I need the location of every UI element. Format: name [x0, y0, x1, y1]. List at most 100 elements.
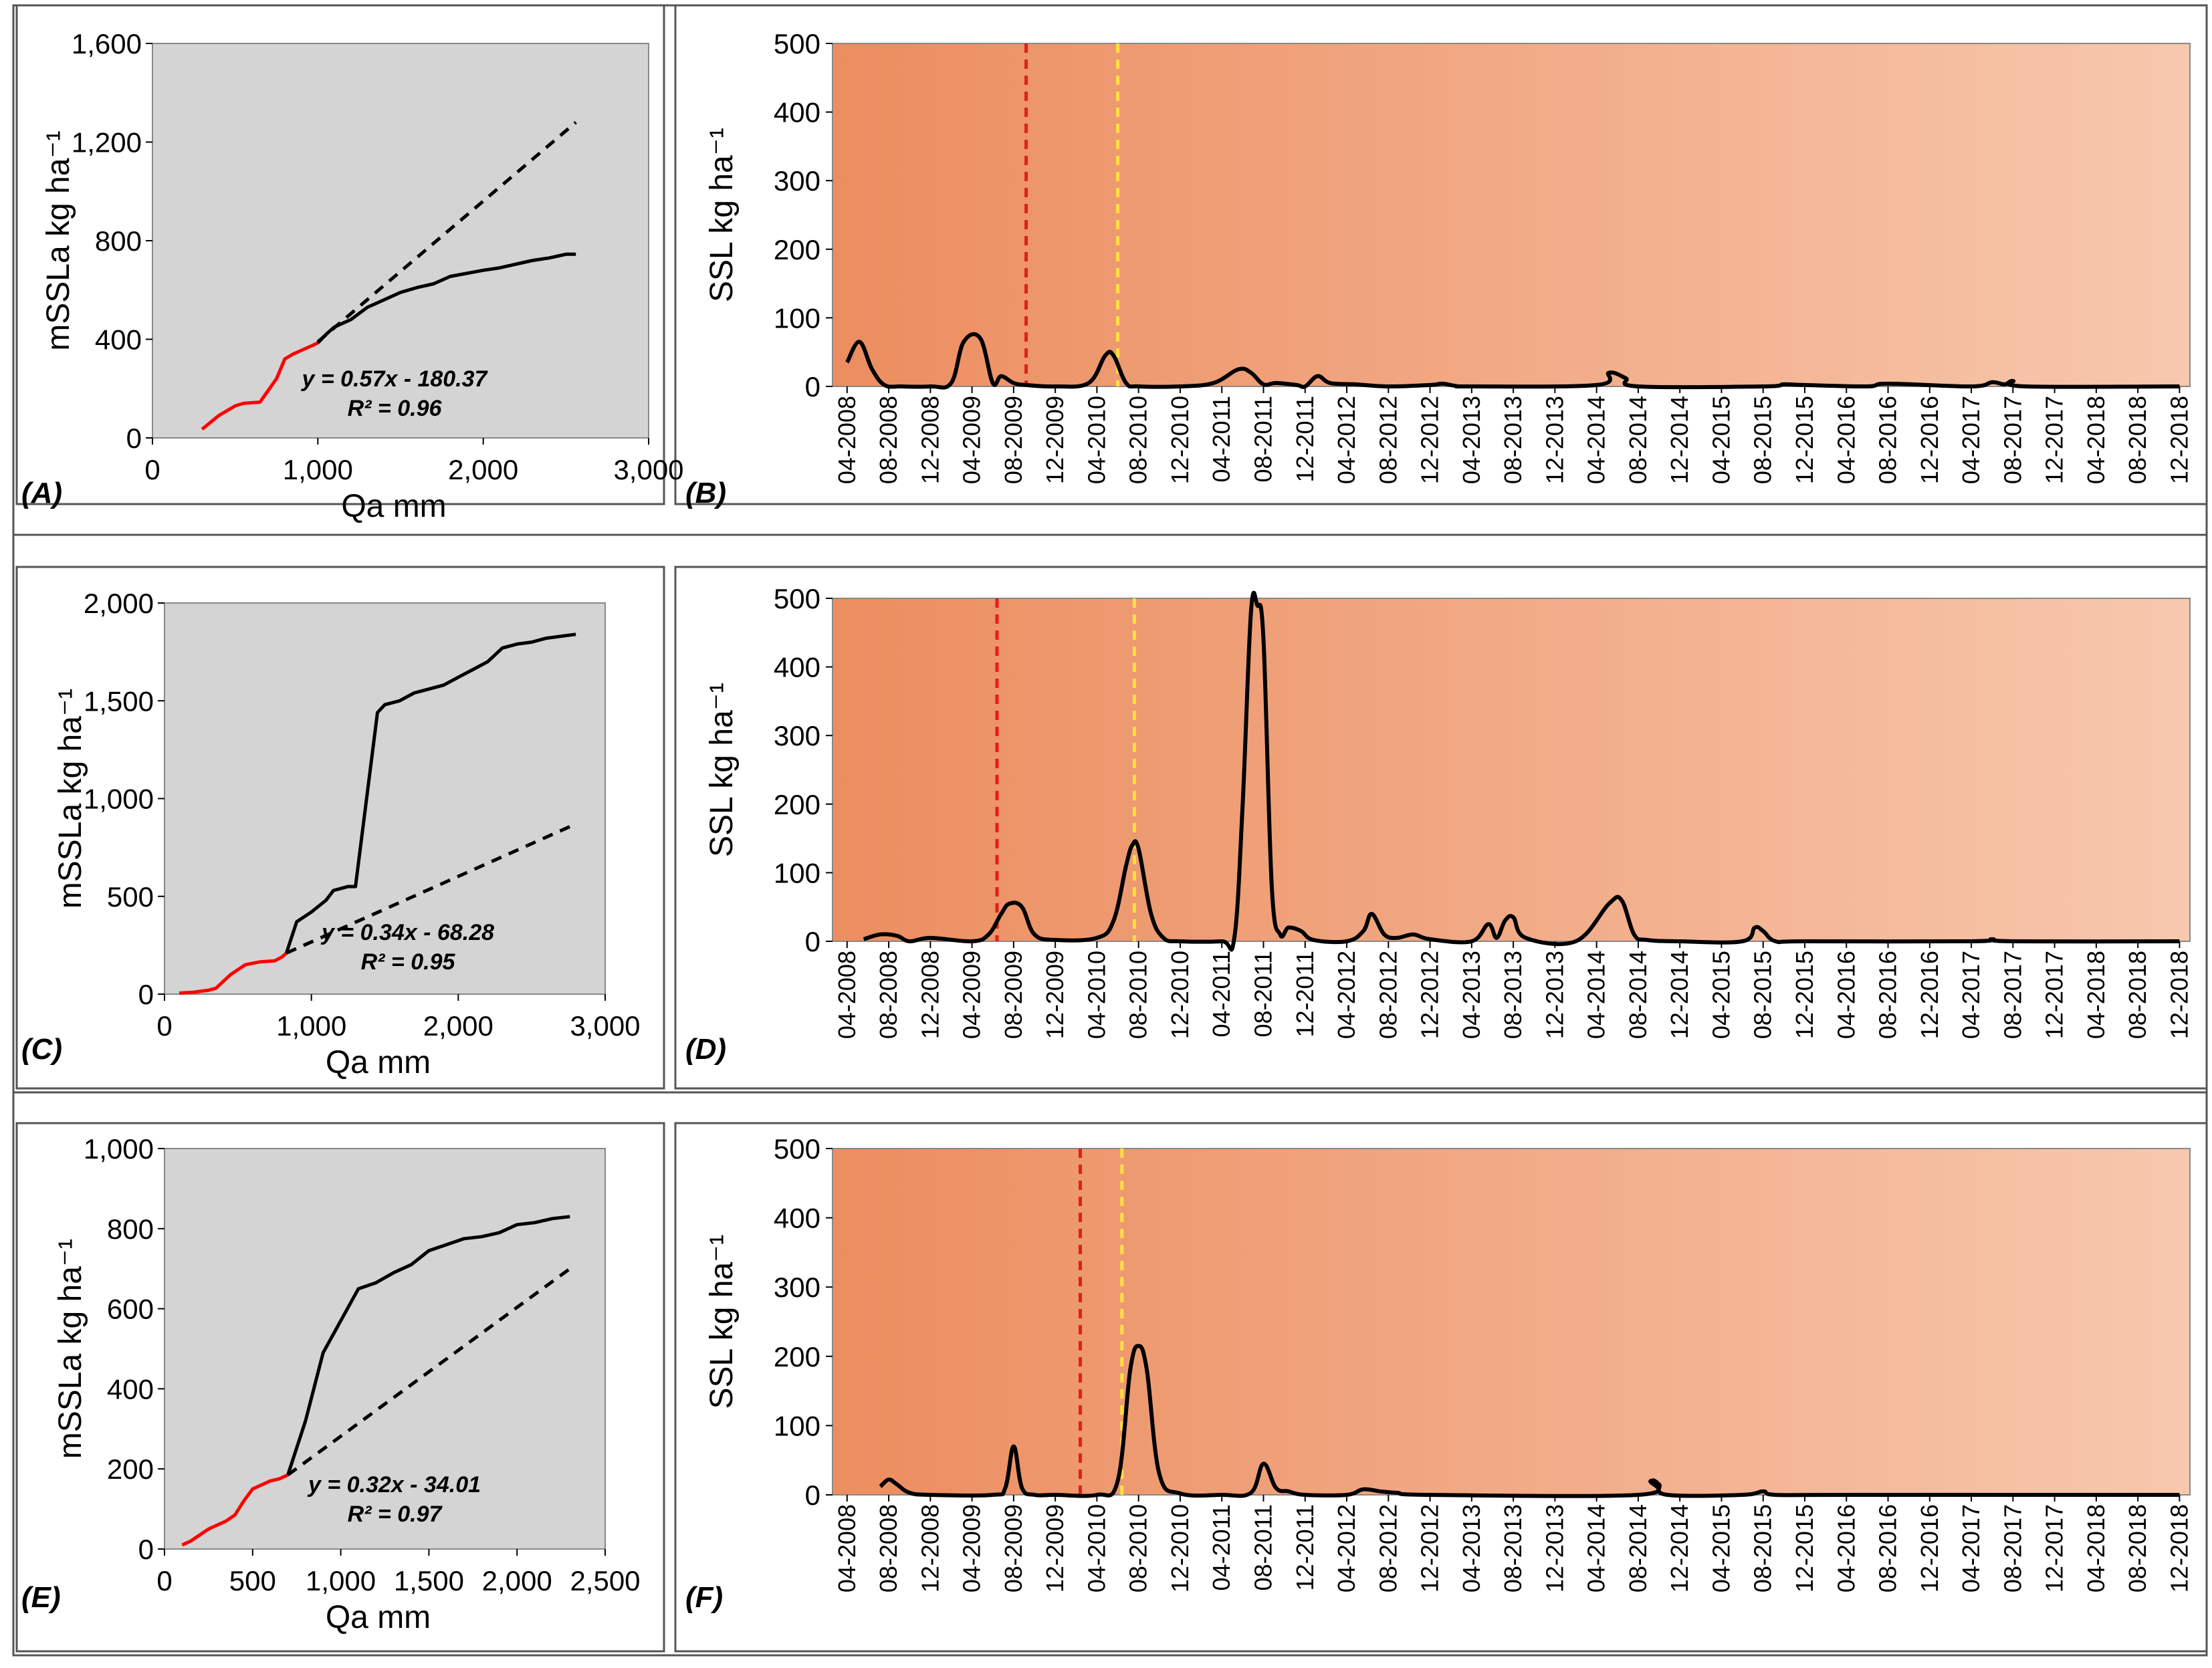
y-tick-label-B: 300 — [774, 165, 820, 197]
x-tick-label-B: 04-2018 — [2082, 396, 2110, 484]
x-tick-label-F: 08-2013 — [1499, 1504, 1527, 1592]
chart-F: 0 100 200 300 400 500 04-2008 08-2008 12-2008 04-… — [685, 1133, 2193, 1614]
y-axis-label-D: SSL kg ha⁻¹ — [704, 683, 740, 857]
y-tick-label-E: 200 — [107, 1453, 154, 1485]
y-tick-label-E: 1,000 — [84, 1133, 154, 1165]
chart-C: 0 500 1,000 1,500 2,000 0 1,000 2,000 3,000 Qa mm… — [21, 588, 641, 1080]
panel-label-A: (A) — [21, 477, 62, 509]
x-tick-label-D: 04-2009 — [958, 951, 986, 1039]
x-tick-label-B: 08-2012 — [1374, 396, 1402, 484]
x-tick-label-F: 08-2015 — [1749, 1504, 1777, 1592]
y-axis-label-C: mSSLa kg ha⁻¹ — [53, 689, 88, 909]
y-tick-label-A: 1,600 — [72, 28, 142, 59]
series-observed-red-E — [181, 1473, 289, 1547]
y-tick-label-C: 1,000 — [84, 784, 154, 815]
x-tick-label-B: 04-2008 — [833, 396, 861, 484]
panel-box-D — [674, 566, 2208, 1090]
x-tick-label-A: 2,000 — [448, 454, 518, 485]
x-tick-label-F: 04-2010 — [1083, 1504, 1110, 1592]
x-tick-label-F: 04-2018 — [2082, 1504, 2110, 1592]
x-tick-label-D: 04-2013 — [1458, 951, 1485, 1039]
x-tick-label-F: 08-2012 — [1374, 1504, 1402, 1592]
y-tick-label-D: 400 — [774, 652, 820, 683]
x-tick-label-D: 12-2009 — [1041, 951, 1069, 1039]
x-tick-label-B: 08-2015 — [1749, 396, 1777, 484]
x-tick-label-B: 04-2015 — [1707, 396, 1735, 484]
x-tick-label-A: 1,000 — [283, 454, 353, 485]
y-axis-label-E: mSSLa kg ha⁻¹ — [53, 1239, 88, 1459]
x-tick-label-F: 12-2009 — [1041, 1504, 1069, 1592]
x-tick-label-D: 08-2017 — [1999, 951, 2026, 1039]
series-observed-black-C — [284, 632, 576, 954]
x-tick-label-B: 08-2013 — [1499, 396, 1527, 484]
x-tick-label-D: 12-2014 — [1666, 951, 1693, 1039]
x-tick-label-F: 04-2011 — [1208, 1504, 1235, 1590]
x-tick-label-D: 04-2015 — [1707, 951, 1735, 1039]
x-tick-label-D: 04-2012 — [1333, 951, 1360, 1039]
panel-label-B: (B) — [685, 477, 726, 509]
x-tick-label-A: 0 — [144, 454, 160, 485]
x-tick-label-D: 08-2010 — [1125, 951, 1152, 1039]
y-tick-label-A: 800 — [95, 225, 142, 257]
x-tick-label-B: 04-2014 — [1583, 396, 1610, 484]
panel-label-C: (C) — [21, 1033, 62, 1066]
y-tick-label-B: 400 — [774, 97, 820, 128]
x-tick-label-E: 2,000 — [482, 1565, 552, 1596]
chart-E: 0 200 400 600 800 1,000 0 500 1,000 1,500 2,000 2,5… — [21, 1133, 641, 1635]
panel-label-D: (D) — [685, 1033, 726, 1066]
x-tick-label-F: 08-2018 — [2124, 1504, 2151, 1592]
x-tick-label-F: 04-2013 — [1458, 1504, 1485, 1592]
x-tick-label-B: 12-2011 — [1291, 396, 1319, 482]
x-tick-label-F: 04-2016 — [1832, 1504, 1860, 1592]
y-tick-label-D: 300 — [774, 720, 820, 751]
x-tick-label-D: 08-2015 — [1749, 951, 1777, 1039]
x-tick-label-F: 04-2012 — [1333, 1504, 1360, 1592]
y-tick-label-B: 0 — [805, 371, 820, 402]
x-tick-label-B: 12-2013 — [1541, 396, 1568, 484]
r-squared-A: R² = 0.96 — [348, 396, 443, 421]
x-tick-label-E: 1,500 — [394, 1565, 464, 1596]
x-tick-label-D: 08-2014 — [1624, 951, 1652, 1039]
x-tick-label-D: 04-2011 — [1208, 951, 1235, 1037]
x-tick-label-B: 08-2014 — [1624, 396, 1652, 484]
y-axis-label-A: mSSLa kg ha⁻¹ — [41, 130, 76, 350]
x-axis-label-C: Qa mm — [326, 1045, 431, 1080]
x-tick-label-B: 08-2017 — [1999, 396, 2026, 484]
y-tick-label-A: 400 — [95, 324, 142, 356]
y-tick-label-F: 100 — [774, 1410, 820, 1441]
y-tick-label-F: 200 — [774, 1341, 820, 1373]
series-trend-C — [286, 822, 577, 955]
x-tick-label-D: 12-2010 — [1166, 951, 1194, 1039]
x-tick-label-F: 08-2010 — [1125, 1504, 1152, 1592]
panel-box-A — [15, 4, 665, 505]
x-tick-label-D: 12-2013 — [1541, 951, 1568, 1039]
x-tick-label-B: 04-2017 — [1957, 396, 1985, 484]
x-tick-label-D: 12-2008 — [916, 951, 944, 1039]
x-tick-label-C: 2,000 — [423, 1010, 493, 1042]
x-tick-label-D: 08-2012 — [1374, 951, 1402, 1039]
x-tick-label-B: 04-2013 — [1458, 396, 1485, 484]
y-tick-label-C: 0 — [138, 979, 154, 1010]
x-tick-label-B: 04-2016 — [1832, 396, 1860, 484]
y-tick-label-F: 0 — [805, 1479, 820, 1511]
equation-A: y = 0.57x - 180.37 — [301, 366, 489, 392]
x-tick-label-B: 12-2015 — [1791, 396, 1818, 484]
x-tick-label-F: 12-2014 — [1666, 1504, 1693, 1592]
x-tick-label-C: 0 — [156, 1010, 172, 1042]
x-tick-label-F: 08-2011 — [1249, 1504, 1277, 1590]
y-tick-label-E: 0 — [138, 1534, 154, 1565]
x-tick-label-F: 12-2008 — [916, 1504, 944, 1592]
y-tick-label-D: 500 — [774, 583, 820, 614]
equation-E: y = 0.32x - 34.01 — [307, 1472, 481, 1498]
x-tick-label-D: 08-2018 — [2124, 951, 2151, 1039]
y-tick-label-C: 500 — [107, 881, 154, 913]
panel-box-B — [674, 4, 2208, 505]
panel-box-E — [15, 1122, 665, 1653]
series-trend-E — [287, 1267, 571, 1477]
chart-A: 0 400 800 1,200 1,600 0 1,000 2,000 3,000 Qa mm mS… — [21, 28, 684, 524]
series-observed-black-A — [316, 252, 576, 344]
x-tick-label-F: 04-2009 — [958, 1504, 986, 1592]
x-tick-label-B: 08-2016 — [1874, 396, 1902, 484]
x-axis-label-E: Qa mm — [326, 1600, 431, 1635]
x-tick-label-D: 08-2008 — [875, 951, 902, 1039]
